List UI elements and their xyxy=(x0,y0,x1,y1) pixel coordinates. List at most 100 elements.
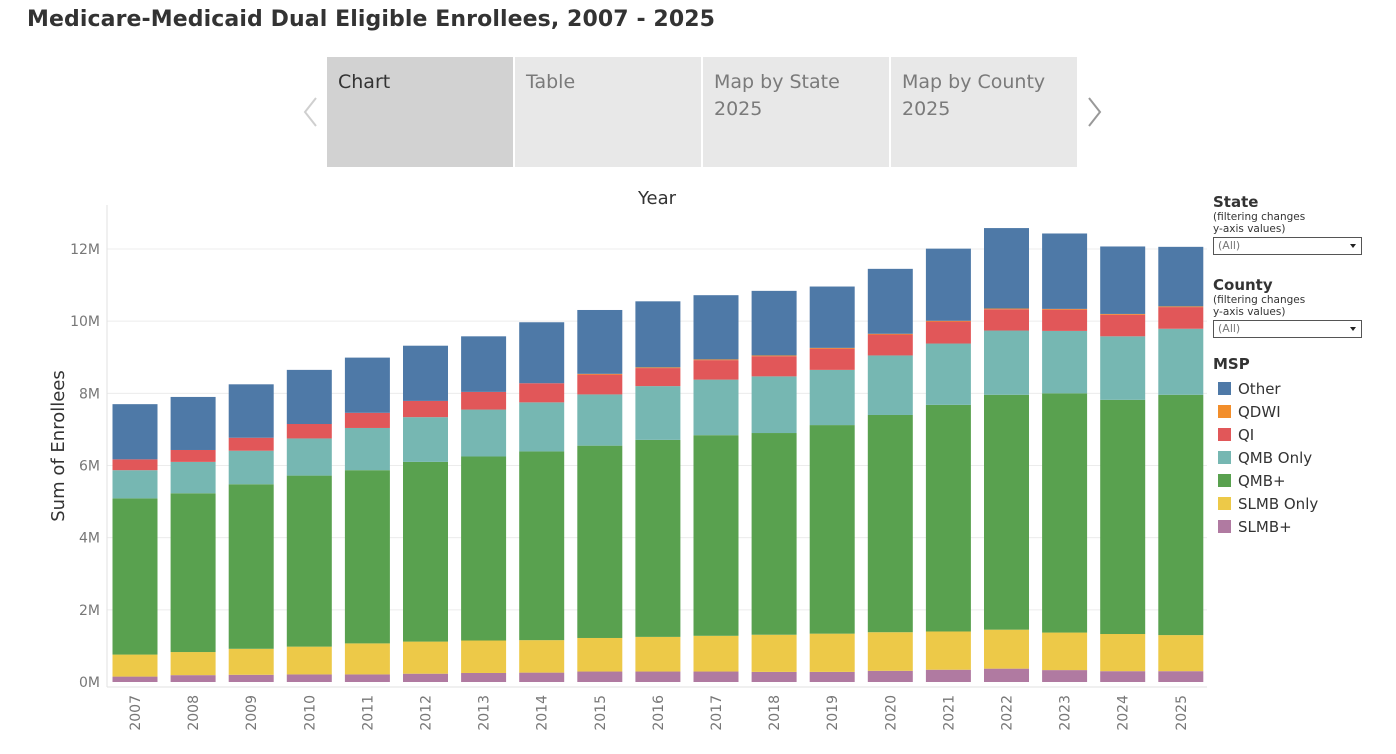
county-filter-note-line: (filtering changes xyxy=(1213,294,1306,306)
bar-segment xyxy=(1100,336,1146,400)
bar-segment xyxy=(519,640,565,673)
bar-segment xyxy=(344,412,390,428)
tab-map-by-state[interactable]: Map by State 2025 xyxy=(703,57,889,167)
bar-segment xyxy=(867,333,913,335)
legend-swatch xyxy=(1218,474,1231,487)
bar-segment xyxy=(1158,394,1204,636)
bar-segment xyxy=(809,425,855,634)
x-tick-label: 2016 xyxy=(651,695,667,731)
bar-segment xyxy=(519,672,565,682)
state-filter-select[interactable]: (All) xyxy=(1213,237,1362,255)
bar-segment xyxy=(112,404,158,460)
bar-segment xyxy=(519,383,565,403)
x-tick-label: 2009 xyxy=(244,695,260,731)
legend-item[interactable]: SLMB Only xyxy=(1213,492,1383,515)
bar-segment xyxy=(286,424,332,439)
bar-segment xyxy=(461,672,507,682)
x-tick-label: 2023 xyxy=(1058,695,1074,731)
legend-swatch xyxy=(1218,497,1231,510)
y-tick-label: 10M xyxy=(70,314,100,330)
bar-segment xyxy=(751,671,797,682)
legend-label: QI xyxy=(1238,425,1255,444)
tab-label: Map by County xyxy=(902,71,1046,93)
bar-segment xyxy=(635,301,681,368)
bar-segment xyxy=(344,643,390,675)
legend-item[interactable]: Other xyxy=(1213,377,1383,400)
bar-segment xyxy=(228,384,274,438)
bar-segment xyxy=(403,673,448,682)
bar-segment xyxy=(286,674,332,682)
legend-item[interactable]: QMB+ xyxy=(1213,469,1383,492)
bar-segment xyxy=(925,320,971,322)
x-tick-label: 2019 xyxy=(825,695,841,731)
bar-segment xyxy=(925,248,971,321)
bar-segment xyxy=(228,437,274,451)
x-tick-label: 2017 xyxy=(709,695,725,731)
next-tabs-button[interactable] xyxy=(1085,95,1105,129)
legend-label: QDWI xyxy=(1238,402,1281,421)
bar-segment xyxy=(809,671,855,682)
bar-segment xyxy=(170,675,216,682)
tab-table[interactable]: Table xyxy=(515,57,701,167)
bar-segment xyxy=(925,669,971,682)
bar-segment xyxy=(577,394,623,446)
bar-segment xyxy=(228,674,274,682)
bar-segment xyxy=(112,654,158,677)
bar-segment xyxy=(170,493,216,653)
bar-segment xyxy=(984,309,1029,331)
legend-item[interactable]: QDWI xyxy=(1213,400,1383,423)
y-tick-label: 4M xyxy=(79,531,100,547)
tab-chart[interactable]: Chart xyxy=(327,57,513,167)
prev-tabs-button[interactable] xyxy=(300,95,320,129)
bar-segment xyxy=(635,439,681,637)
bar-segment xyxy=(635,386,681,440)
bar-segment xyxy=(286,475,332,647)
bar-segment xyxy=(403,345,448,401)
bar-segment xyxy=(693,295,739,360)
tab-bar: Chart Table Map by State 2025 Map by Cou… xyxy=(296,57,1112,167)
bar-segment xyxy=(344,674,390,682)
bar-segment xyxy=(751,376,797,434)
bar-segment xyxy=(809,286,855,348)
x-tick-label: 2014 xyxy=(535,695,551,731)
bar-segment xyxy=(577,671,623,682)
bar-segment xyxy=(519,451,565,641)
bar-segment xyxy=(984,668,1029,682)
county-filter-select[interactable]: (All) xyxy=(1213,320,1362,338)
bar-segment xyxy=(751,290,797,356)
bar-segment xyxy=(1042,670,1088,682)
bar-segment xyxy=(170,396,216,450)
bar-segment xyxy=(751,433,797,635)
bar-segment xyxy=(1042,308,1088,310)
x-tick-label: 2020 xyxy=(883,695,899,731)
bar-segment xyxy=(1158,671,1204,682)
legend-swatch xyxy=(1218,428,1231,441)
legend: Other QDWI QI QMB Only QMB+ SLMB Only SLMB+ xyxy=(1213,377,1383,538)
legend-item[interactable]: SLMB+ xyxy=(1213,515,1383,538)
legend-label: SLMB+ xyxy=(1238,517,1292,536)
state-filter-note-line: (filtering changes xyxy=(1213,211,1306,223)
legend-item[interactable]: QI xyxy=(1213,423,1383,446)
bar-segment xyxy=(635,636,681,672)
bar-segment xyxy=(693,359,739,361)
tab-label: Chart xyxy=(338,71,391,93)
x-tick-label: 2024 xyxy=(1116,695,1132,731)
bar-segment xyxy=(925,343,971,405)
x-tick-label: 2022 xyxy=(1000,695,1016,731)
state-filter-note-line: y-axis values) xyxy=(1213,223,1286,235)
y-tick-label: 8M xyxy=(79,386,100,402)
tab-map-by-county[interactable]: Map by County 2025 xyxy=(891,57,1077,167)
bar-segment xyxy=(112,470,158,499)
bar-segment xyxy=(228,484,274,649)
y-tick-label: 12M xyxy=(70,242,100,258)
bar-segment xyxy=(693,379,739,436)
county-filter-title: County xyxy=(1213,276,1273,294)
bar-segment xyxy=(577,637,623,672)
bar-segment xyxy=(228,648,274,675)
legend-item[interactable]: QMB Only xyxy=(1213,446,1383,469)
legend-swatch xyxy=(1218,520,1231,533)
state-filter-value: (All) xyxy=(1218,239,1241,252)
bar-segment xyxy=(1100,399,1146,635)
bar-segment xyxy=(867,355,913,415)
bar-segment xyxy=(577,309,623,374)
